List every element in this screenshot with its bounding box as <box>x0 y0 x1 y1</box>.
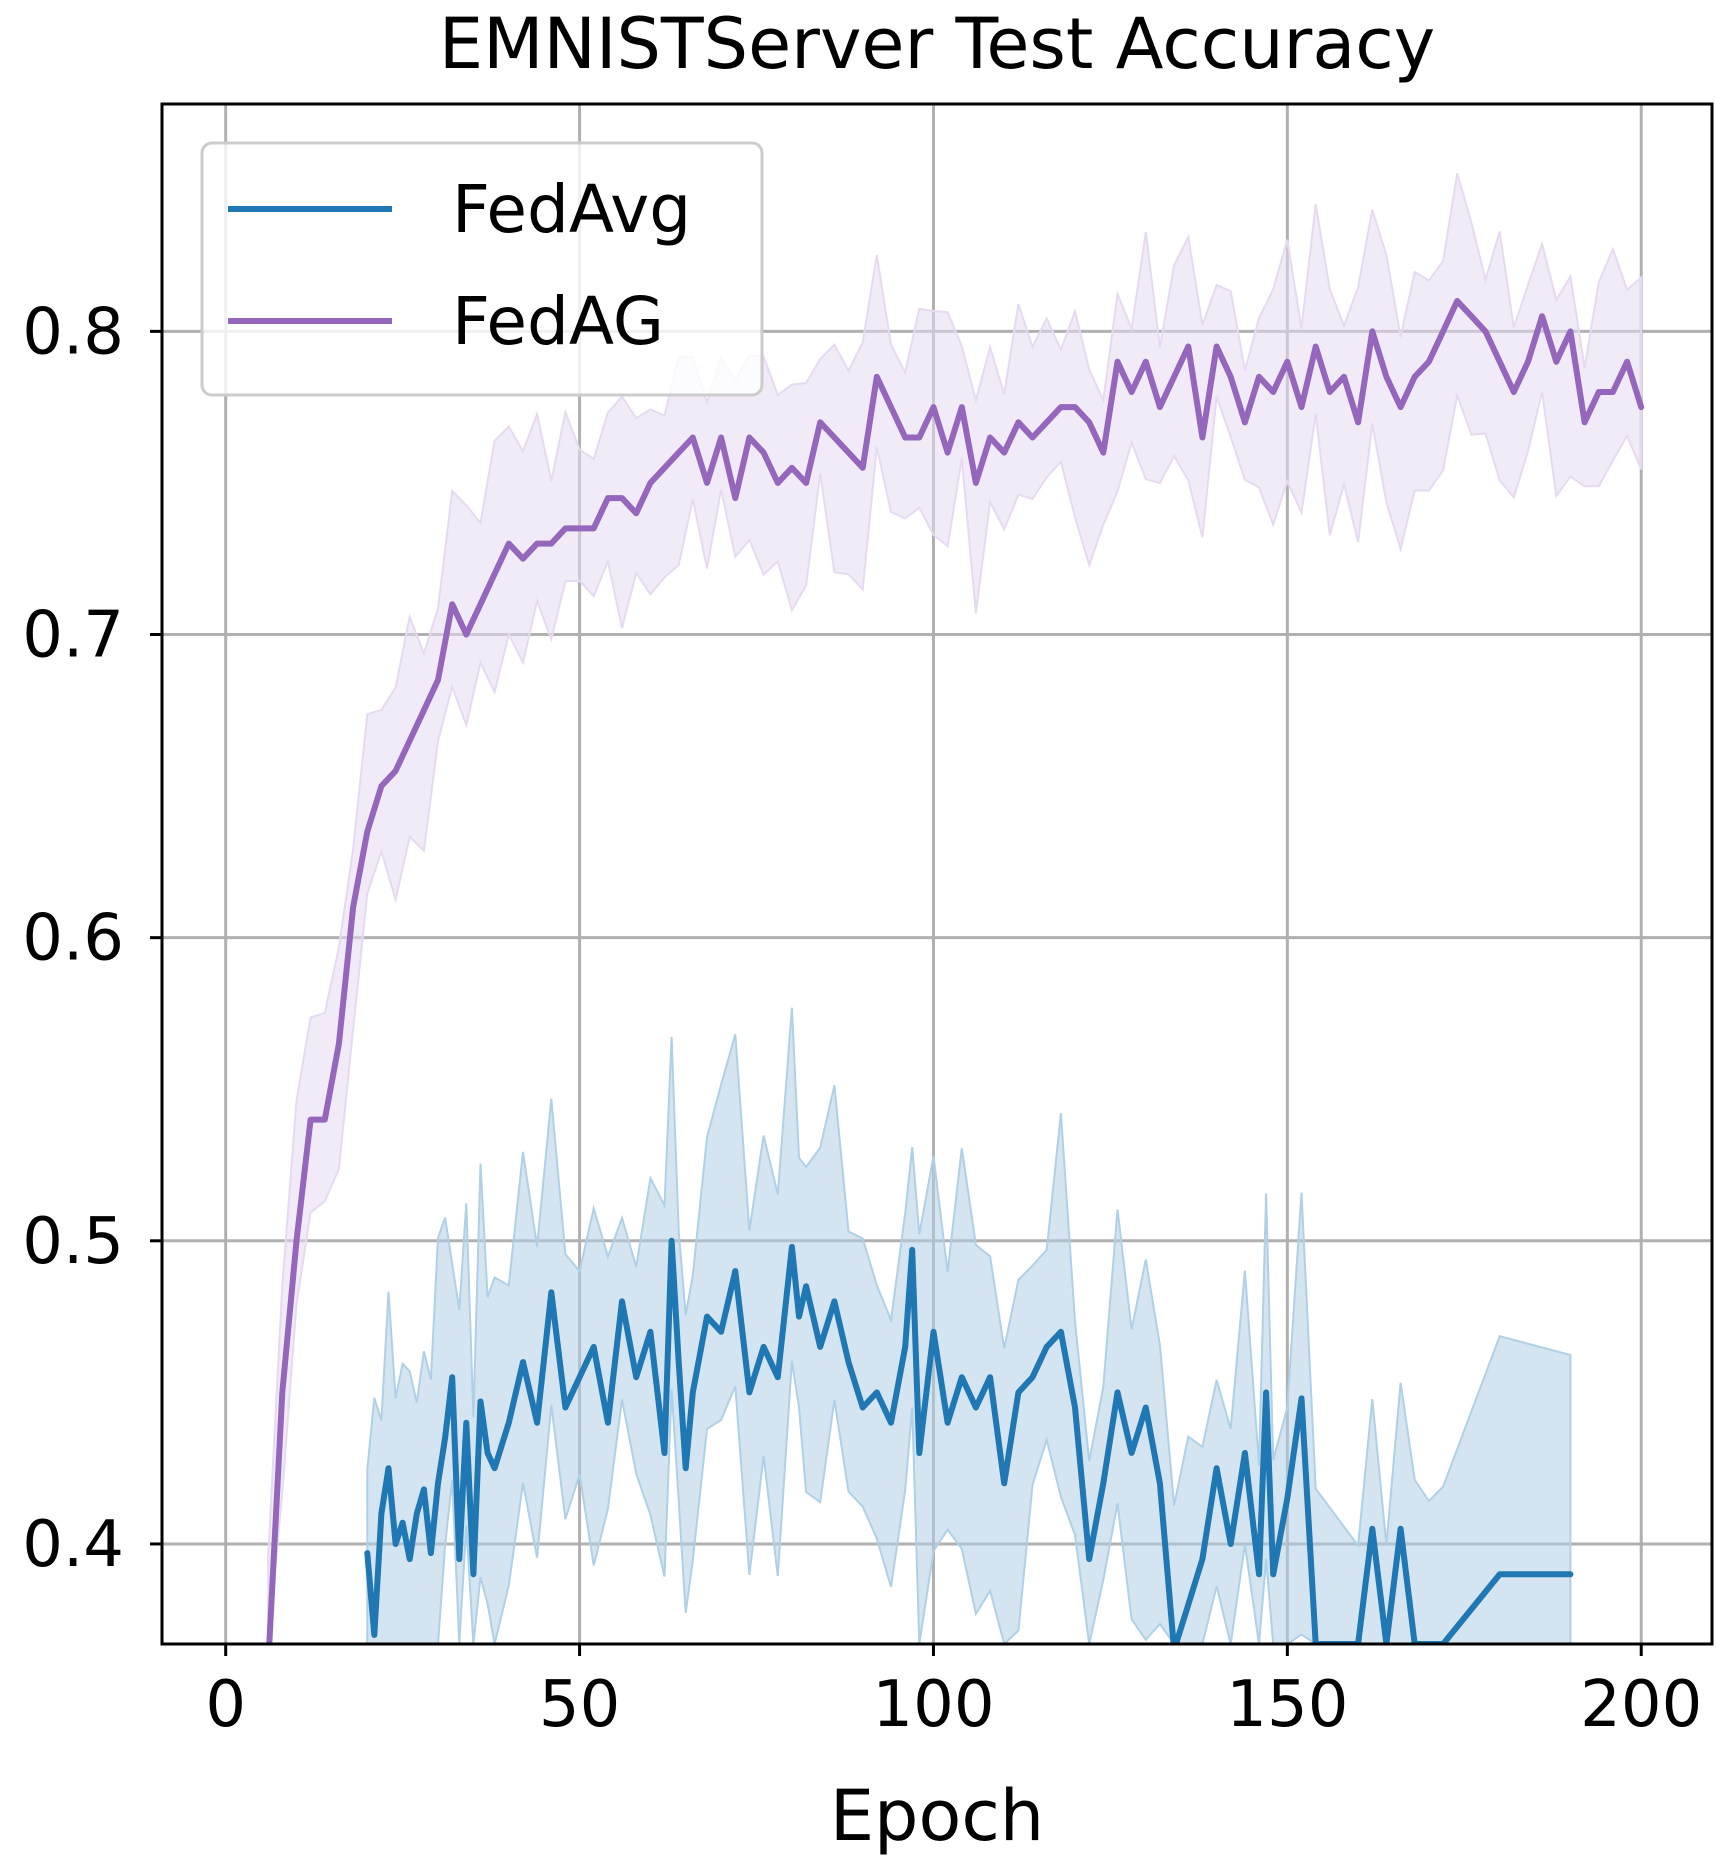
y-tick-label-0.8: 0.8 <box>22 295 124 369</box>
series-line-fedag <box>266 298 1645 1644</box>
series-line-fedavg <box>364 1237 1574 1644</box>
x-axis-label: Epoch <box>830 1775 1044 1857</box>
x-axis-ticks: 0 50 100 150 200 <box>205 1644 1702 1742</box>
y-tick-label-0.5: 0.5 <box>22 1205 124 1279</box>
x-tick-label-150: 150 <box>1226 1668 1348 1742</box>
legend-label-fedag: FedAG <box>452 283 664 360</box>
legend-label-fedavg: FedAvg <box>452 171 691 248</box>
legend: FedAvg FedAG <box>200 141 764 397</box>
chart-title: EMNISTServer Test Accuracy <box>439 3 1435 85</box>
x-tick-label-0: 0 <box>205 1668 246 1742</box>
x-tick-label-200: 200 <box>1580 1668 1702 1742</box>
y-axis-ticks: 0.4 0.5 0.6 0.7 0.8 <box>22 295 162 1582</box>
y-tick-label-0.4: 0.4 <box>22 1508 124 1582</box>
y-tick-label-0.7: 0.7 <box>22 599 124 673</box>
x-tick-label-50: 50 <box>539 1668 620 1742</box>
series-lines <box>266 298 1645 1644</box>
plot-area-frame <box>160 102 1714 1646</box>
y-tick-label-0.6: 0.6 <box>22 902 124 976</box>
x-tick-label-100: 100 <box>872 1668 994 1742</box>
